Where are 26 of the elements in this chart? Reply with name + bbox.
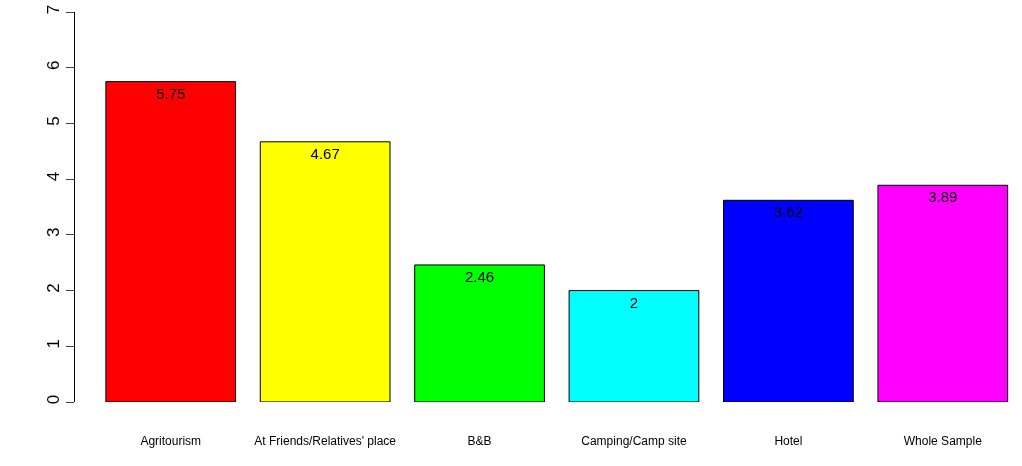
y-tick-label: 2 [44, 283, 64, 293]
y-tick-label: 5 [44, 116, 64, 126]
bar [414, 264, 545, 402]
y-tick-label: 0 [44, 394, 64, 405]
y-tick-label: 7 [44, 4, 64, 15]
data-label: 4.67 [310, 144, 340, 162]
x-tick-label: Whole Sample [903, 434, 983, 448]
data-label: 3.89 [928, 188, 958, 206]
x-tick-label: Hotel [774, 434, 803, 448]
x-tick-label: At Friends/Relatives' place [254, 434, 397, 448]
data-label: 2.46 [464, 267, 495, 285]
bar [259, 141, 391, 402]
y-tick-label: 4 [44, 171, 64, 182]
bar [723, 199, 854, 402]
bar [877, 184, 1009, 402]
x-tick-label: Agritourism [140, 434, 202, 448]
y-tick-label: 1 [44, 339, 64, 349]
bar [568, 290, 700, 402]
y-tick-label: 3 [44, 227, 64, 238]
data-label: 5.75 [156, 84, 186, 102]
data-label: 3.62 [773, 203, 803, 221]
x-tick-label: B&B [467, 434, 492, 448]
y-tick-label: 6 [44, 60, 64, 70]
data-label: 2 [629, 293, 639, 311]
x-tick-label: Camping/Camp site [581, 434, 687, 448]
bar [105, 81, 237, 402]
